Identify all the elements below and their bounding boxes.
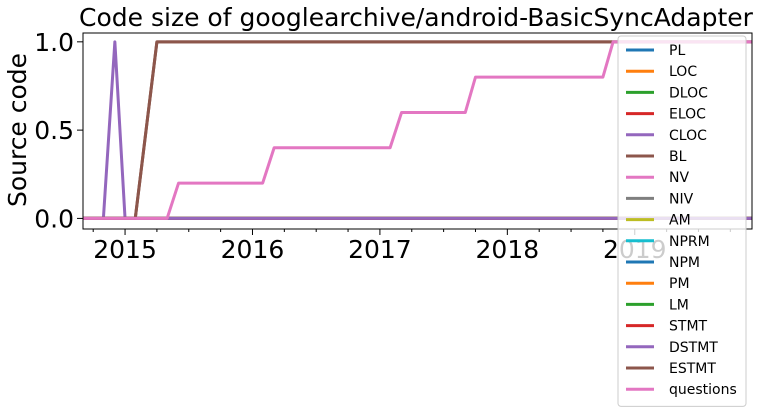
- legend-label: CLOC: [669, 128, 707, 144]
- legend-label: NPRM: [669, 234, 710, 250]
- legend-label: NV: [669, 170, 689, 186]
- y-tick-label: 0.0: [34, 204, 74, 233]
- legend-label: DLOC: [669, 85, 708, 101]
- legend-label: questions: [669, 382, 737, 398]
- y-axis-label: Source code: [3, 53, 32, 207]
- y-tick-label: 0.5: [34, 116, 74, 145]
- chart-title: Code size of googlearchive/android-Basic…: [79, 3, 754, 32]
- legend-label: ELOC: [669, 107, 706, 123]
- legend-label: PL: [669, 43, 685, 59]
- legend-label: ESTMT: [669, 361, 716, 377]
- legend-label: STMT: [669, 319, 708, 335]
- legend-label: BL: [669, 149, 687, 165]
- legend: PL LOC DLOC ELOC CLOC BL NV NIV AM NPRM NPM PM LM STM…: [617, 35, 747, 407]
- tick-layer: 0.00.51.020152016201720182019: [34, 28, 731, 264]
- y-tick-label: 1.0: [34, 28, 74, 57]
- legend-box: [617, 35, 747, 407]
- legend-label: LM: [669, 297, 689, 313]
- plot-area-frame: [82, 32, 753, 230]
- x-tick-label: 2017: [348, 235, 412, 264]
- legend-label: NPM: [669, 255, 700, 271]
- legend-label: NIV: [669, 191, 694, 207]
- legend-label: LOC: [669, 64, 697, 80]
- x-tick-label: 2018: [476, 235, 540, 264]
- x-tick-label: 2015: [93, 235, 157, 264]
- x-tick-label: 2016: [221, 235, 285, 264]
- series-line-questions: [83, 40, 752, 220]
- legend-label: AM: [669, 213, 691, 229]
- legend-label: PM: [669, 276, 690, 292]
- legend-label: DSTMT: [669, 340, 718, 356]
